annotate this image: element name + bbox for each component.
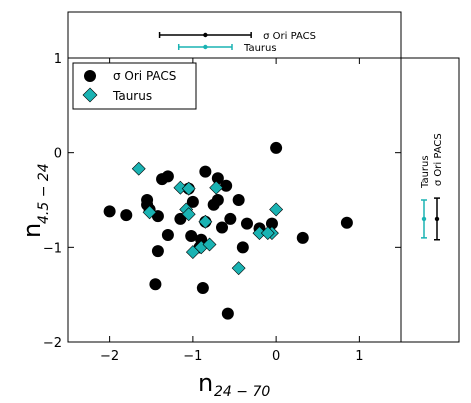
legend-label-taurus: Taurus [112,89,152,103]
top-error-label: σ Ori PACS [263,31,316,42]
x-tick-label: −1 [183,349,202,364]
data-point-sigma-ori [296,231,309,244]
data-point-sigma-ori [151,245,164,258]
data-point-sigma-ori [185,229,198,242]
y-tick-label: 0 [54,147,62,162]
data-point-sigma-ori [161,229,174,242]
data-point-sigma-ori [174,212,187,225]
data-point-taurus [131,161,146,176]
data-point-taurus [202,237,217,252]
data-point-sigma-ori [149,278,162,291]
x-tick-label: −2 [100,349,119,364]
data-point-sigma-ori [240,217,253,230]
data-point-sigma-ori [211,194,224,206]
data-point-sigma-ori [211,172,224,185]
y-tick-label: −1 [43,241,62,256]
data-point-taurus [181,207,196,222]
x-axis-label-subscript: 24 − 70 [214,384,270,400]
data-point-sigma-ori [161,170,174,183]
data-point-sigma-ori [270,141,283,154]
legend-marker-sigma-ori [84,70,96,82]
main-plot-area [67,57,402,343]
data-point-sigma-ori [186,195,199,208]
top-error-label: Taurus [243,43,277,54]
right-error-panel [400,57,460,343]
data-point-sigma-ori [103,205,116,218]
legend-box [72,62,197,110]
top-error-center [203,44,208,50]
right-error-label: Taurus [420,155,431,189]
data-point-sigma-ori [224,212,237,225]
data-point-taurus [231,261,246,276]
data-point-taurus [260,226,275,241]
data-point-sigma-ori [220,179,233,192]
top-error-center [203,32,208,38]
x-axis-label-main: n [198,369,213,397]
data-point-sigma-ori [340,216,353,229]
data-point-taurus [209,180,224,195]
legend-marker-taurus [82,87,98,103]
y-tick-label: 1 [54,52,62,67]
data-point-taurus [269,202,284,217]
right-error-center [434,216,440,222]
y-axis-label-subscript: 4.5 − 24 [36,163,52,224]
data-point-taurus [173,180,188,195]
data-point-taurus [181,181,196,196]
right-error-center [421,216,427,222]
data-point-sigma-ori [236,241,249,254]
data-point-sigma-ori [221,307,234,320]
y-axis-label-main: n [18,223,46,238]
y-tick-label: −2 [43,336,62,351]
x-tick-label: 1 [355,349,363,364]
data-point-sigma-ori [199,165,212,178]
data-point-sigma-ori [232,194,245,206]
legend: σ Ori PACS Taurus [72,62,197,110]
x-axis-label: n 24 − 70 [198,369,270,400]
data-point-sigma-ori [120,209,133,222]
legend-label-sigma-ori: σ Ori PACS [113,69,176,83]
y-axis-label: n 4.5 − 24 [18,163,52,238]
data-point-taurus [142,205,157,220]
x-tick-label: 0 [272,349,280,364]
data-point-taurus [198,214,213,229]
data-point-sigma-ori [216,221,229,234]
right-error-label: σ Ori PACS [433,133,444,186]
data-point-sigma-ori [196,282,209,295]
data-point-sigma-ori [265,217,278,230]
